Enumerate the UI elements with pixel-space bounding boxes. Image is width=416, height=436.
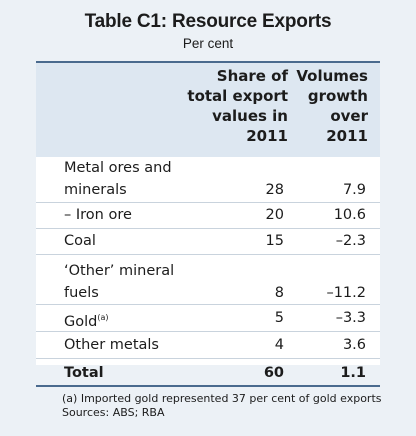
row-label: Gold(a) [64, 307, 109, 333]
table-row: ‘Other’ mineral fuels 8 –11.2 [36, 255, 380, 305]
growth-value: 10.6 [333, 207, 366, 223]
sources: Sources: ABS; RBA [62, 406, 165, 419]
share-value: 8 [274, 285, 284, 301]
growth-value: –2.3 [335, 233, 366, 249]
total-label: Total [64, 365, 104, 381]
top-rule [36, 61, 380, 63]
footnote-marker: (a) [97, 313, 109, 322]
share-value: 20 [265, 207, 284, 223]
row-label: ‘Other’ mineral fuels [64, 263, 175, 301]
row-label: Other metals [64, 337, 159, 353]
column-header-share: Share of total export values in 2011 [187, 67, 288, 145]
table-row: Metal ores and minerals 28 7.9 [36, 157, 380, 203]
share-value: 28 [265, 182, 284, 198]
column-header-growth: Volumes growth over 2011 [296, 67, 368, 145]
growth-value: 7.9 [342, 182, 366, 198]
table-subtitle: Per cent [182, 36, 234, 51]
growth-value: –11.2 [326, 285, 366, 301]
row-label: Metal ores and minerals [64, 160, 172, 198]
growth-value: 3.6 [342, 337, 366, 353]
share-value: 5 [274, 310, 284, 326]
share-value: 15 [265, 233, 284, 249]
footer-notes: (a) Imported gold represented 37 per cen… [62, 392, 382, 420]
table-title: Table C1: Resource Exports [84, 11, 332, 32]
total-growth-value: 1.1 [340, 365, 366, 381]
share-value: 4 [274, 337, 284, 353]
row-label: – Iron ore [64, 207, 132, 223]
table-row: – Iron ore 20 10.6 [36, 203, 380, 229]
total-share-value: 60 [263, 365, 284, 381]
gold-label: Gold [64, 314, 98, 330]
table-row: Gold(a) 5 –3.3 [36, 305, 380, 332]
growth-value: –3.3 [335, 310, 366, 326]
row-label: Coal [64, 233, 96, 249]
total-row: Total 60 1.1 [36, 359, 380, 387]
table-row: Other metals 4 3.6 [36, 332, 380, 359]
footnote: (a) Imported gold represented 37 per cen… [62, 392, 382, 405]
header-band [36, 61, 380, 157]
table-row: Coal 15 –2.3 [36, 229, 380, 255]
